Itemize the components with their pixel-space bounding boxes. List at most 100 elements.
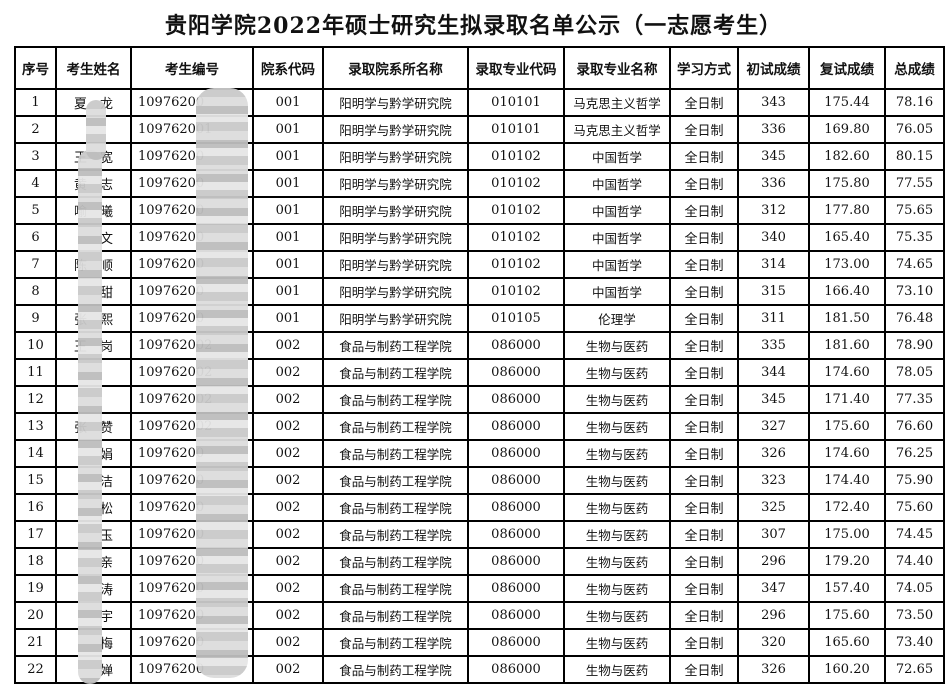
cell-prelim-score: 336: [737, 169, 810, 198]
cell-prelim-score: 307: [737, 520, 810, 549]
cell-prelim-score: 343: [737, 88, 810, 117]
cell-major-name: 生物与医药: [563, 412, 671, 441]
cell-retest-score: 175.80: [808, 169, 886, 198]
cell-major-code: 086000: [467, 385, 565, 414]
cell-total-score: 78.90: [884, 331, 945, 360]
cell-major-code: 010102: [467, 142, 565, 171]
cell-index: 3: [14, 142, 57, 171]
cell-study-mode: 全日制: [669, 439, 739, 468]
cell-dept-name: 阳明学与黔学研究院: [322, 250, 469, 279]
cell-study-mode: 全日制: [669, 277, 739, 306]
table-row: 16 松 10976200 002 食品与制药工程学院 086000 生物与医药 全日制 32…: [14, 493, 945, 522]
cell-retest-score: 157.40: [808, 574, 886, 603]
cell-dept-code: 001: [252, 250, 324, 279]
cell-total-score: 76.60: [884, 412, 945, 441]
cell-dept-code: 002: [252, 385, 324, 414]
table-row: 5喻 曦10976200001阳明学与黔学研究院010102中国哲学全日制312…: [14, 196, 945, 225]
cell-major-code: 010101: [467, 88, 565, 117]
header-major-name: 录取专业名称: [563, 46, 671, 90]
cell-dept-code: 002: [252, 547, 324, 576]
cell-index: 21: [14, 628, 57, 657]
header-index: 序号: [14, 46, 57, 90]
cell-retest-score: 175.44: [808, 88, 886, 117]
cell-dept-name: 食品与制药工程学院: [322, 655, 469, 684]
cell-total-score: 78.16: [884, 88, 945, 117]
cell-major-name: 生物与医药: [563, 358, 671, 387]
cell-dept-code: 001: [252, 196, 324, 225]
cell-retest-score: 181.60: [808, 331, 886, 360]
cell-retest-score: 174.60: [808, 439, 886, 468]
table-row: 7陈 顺10976200001阳明学与黔学研究院010102中国哲学全日制314…: [14, 250, 945, 279]
cell-study-mode: 全日制: [669, 655, 739, 684]
table-row: 19 涛 10976200 002 食品与制药工程学院 086000 生物与医药 全日制 34…: [14, 574, 945, 603]
cell-major-code: 086000: [467, 601, 565, 630]
cell-index: 17: [14, 520, 57, 549]
cell-dept-code: 002: [252, 331, 324, 360]
cell-dept-name: 阳明学与黔学研究院: [322, 223, 469, 252]
cell-prelim-score: 312: [737, 196, 810, 225]
cell-retest-score: 172.40: [808, 493, 886, 522]
cell-prelim-score: 311: [737, 304, 810, 333]
cell-dept-code: 002: [252, 655, 324, 684]
cell-major-name: 生物与医药: [563, 439, 671, 468]
cell-index: 15: [14, 466, 57, 495]
cell-dept-code: 002: [252, 601, 324, 630]
cell-total-score: 76.48: [884, 304, 945, 333]
cell-major-name: 生物与医药: [563, 628, 671, 657]
cell-major-code: 086000: [467, 412, 565, 441]
cell-prelim-score: 325: [737, 493, 810, 522]
table-row: 2 109762001 001 阳明学与黔学研究院 010101 马克思主义哲学 全日制 33…: [14, 115, 945, 144]
cell-major-code: 086000: [467, 331, 565, 360]
table-row: 6 文 10976200 001 阳明学与黔学研究院 010102 中国哲学 全日制 340 1…: [14, 223, 945, 252]
cell-index: 1: [14, 88, 57, 117]
table-row: 8 甜 10976200 001 阳明学与黔学研究院 010102 中国哲学 全日制 315 1…: [14, 277, 945, 306]
cell-index: 4: [14, 169, 57, 198]
cell-prelim-score: 326: [737, 655, 810, 684]
cell-major-name: 中国哲学: [563, 277, 671, 306]
cell-major-name: 生物与医药: [563, 520, 671, 549]
cell-total-score: 75.90: [884, 466, 945, 495]
cell-study-mode: 全日制: [669, 385, 739, 414]
cell-major-name: 生物与医药: [563, 466, 671, 495]
cell-dept-code: 001: [252, 169, 324, 198]
cell-index: 14: [14, 439, 57, 468]
cell-study-mode: 全日制: [669, 304, 739, 333]
table-row: 9张 熙10976200001阳明学与黔学研究院010105伦理学全日制3111…: [14, 304, 945, 333]
cell-study-mode: 全日制: [669, 196, 739, 225]
admission-table: 序号 考生姓名 考生编号 院系代码 录取院系所名称 录取专业代码 录取专业名称 学习方式 初试成…: [14, 46, 945, 684]
cell-study-mode: 全日制: [669, 628, 739, 657]
cell-major-name: 中国哲学: [563, 169, 671, 198]
cell-major-name: 生物与医药: [563, 547, 671, 576]
cell-dept-name: 阳明学与黔学研究院: [322, 115, 469, 144]
cell-retest-score: 179.20: [808, 547, 886, 576]
cell-dept-code: 002: [252, 466, 324, 495]
table-row: 4黄 志10976200001阳明学与黔学研究院010102中国哲学全日制336…: [14, 169, 945, 198]
cell-prelim-score: 315: [737, 277, 810, 306]
cell-study-mode: 全日制: [669, 412, 739, 441]
cell-retest-score: 166.40: [808, 277, 886, 306]
cell-major-code: 010105: [467, 304, 565, 333]
header-row: 序号 考生姓名 考生编号 院系代码 录取院系所名称 录取专业代码 录取专业名称 学习方式 初试成…: [14, 46, 945, 90]
cell-index: 19: [14, 574, 57, 603]
table-row: 22 婵 10976200 002 食品与制药工程学院 086000 生物与医药 全日制 32…: [14, 655, 945, 684]
cell-dept-code: 002: [252, 520, 324, 549]
cell-retest-score: 171.40: [808, 385, 886, 414]
cell-major-name: 生物与医药: [563, 655, 671, 684]
cell-major-name: 伦理学: [563, 304, 671, 333]
cell-dept-name: 食品与制药工程学院: [322, 385, 469, 414]
table-row: 12 109762002 002 食品与制药工程学院 086000 生物与医药 全日制 345…: [14, 385, 945, 414]
cell-index: 9: [14, 304, 57, 333]
cell-major-name: 生物与医药: [563, 331, 671, 360]
cell-total-score: 76.05: [884, 115, 945, 144]
cell-prelim-score: 327: [737, 412, 810, 441]
table-row: 3王 宽10976200001阳明学与黔学研究院010102中国哲学全日制345…: [14, 142, 945, 171]
cell-study-mode: 全日制: [669, 466, 739, 495]
cell-total-score: 75.65: [884, 196, 945, 225]
cell-dept-code: 001: [252, 88, 324, 117]
cell-dept-name: 食品与制药工程学院: [322, 466, 469, 495]
redaction-mask-names-top: [86, 100, 106, 160]
cell-total-score: 77.55: [884, 169, 945, 198]
cell-retest-score: 182.60: [808, 142, 886, 171]
cell-retest-score: 174.40: [808, 466, 886, 495]
redaction-mask-names: [78, 150, 102, 684]
